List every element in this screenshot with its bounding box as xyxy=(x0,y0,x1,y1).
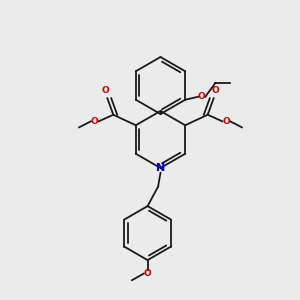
Text: O: O xyxy=(91,117,99,126)
Text: O: O xyxy=(211,86,219,95)
Text: N: N xyxy=(156,163,165,173)
Text: O: O xyxy=(144,269,152,278)
Text: O: O xyxy=(198,92,206,101)
Text: O: O xyxy=(102,86,110,95)
Text: O: O xyxy=(222,117,230,126)
